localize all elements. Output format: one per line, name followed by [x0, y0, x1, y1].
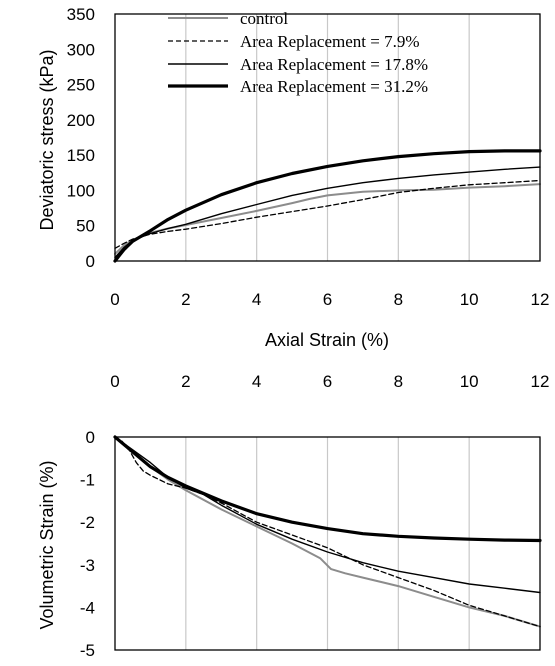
bottom-y-axis-title: Volumetric Strain (%)	[37, 460, 57, 629]
x-tick-label: 12	[531, 290, 550, 309]
top-x-axis-title: Axial Strain (%)	[265, 330, 389, 350]
top-y-axis-title: Deviatoric stress (kPa)	[37, 49, 57, 230]
top-y-tick-labels: 0 50 100 150 200 250 300 350	[67, 5, 95, 271]
y-tick-label: 0	[86, 252, 95, 271]
top-x-tick-labels: 0 2 4 6 8 10 12	[110, 290, 549, 309]
legend-label: Area Replacement = 7.9%	[240, 32, 420, 51]
x-tick-label: 6	[323, 290, 332, 309]
x-tick-label: 8	[394, 372, 403, 391]
volumetric-strain-chart: 0 2 4 6 8 10 12 0 -1 -2 -3 -4 -5 Volumetric Strain …	[37, 372, 549, 660]
y-tick-label: -5	[80, 641, 95, 660]
deviatoric-stress-chart: 0 2 4 6 8 10 12 0 50 100 150 200 250 300 350 Axial St…	[37, 5, 549, 350]
top-grid	[185, 14, 470, 261]
y-tick-label: -3	[80, 556, 95, 575]
series-line	[114, 436, 541, 628]
legend: control Area Replacement = 7.9% Area Repla…	[168, 9, 428, 96]
top-series-lines	[113, 149, 542, 263]
y-tick-label: 250	[67, 76, 95, 95]
y-tick-label: 150	[67, 146, 95, 165]
x-tick-label: 4	[252, 290, 261, 309]
y-tick-label: -1	[80, 471, 95, 490]
legend-label: Area Replacement = 17.8%	[240, 55, 428, 74]
top-plot-frame	[114, 13, 541, 262]
bottom-grid	[185, 437, 470, 650]
series-line	[114, 436, 541, 594]
series-line	[113, 149, 542, 263]
x-tick-label: 6	[323, 372, 332, 391]
legend-label: Area Replacement = 31.2%	[240, 77, 428, 96]
y-tick-label: 350	[67, 5, 95, 24]
y-tick-label: 100	[67, 181, 95, 200]
y-tick-label: 200	[67, 111, 95, 130]
x-tick-label: 8	[394, 290, 403, 309]
x-tick-label: 10	[460, 290, 479, 309]
x-tick-label: 2	[181, 290, 190, 309]
x-tick-label: 0	[110, 372, 119, 391]
x-tick-label: 0	[110, 290, 119, 309]
bottom-x-tick-labels: 0 2 4 6 8 10 12	[110, 372, 549, 391]
y-tick-label: 0	[86, 428, 95, 447]
x-tick-label: 2	[181, 372, 190, 391]
series-line	[113, 435, 542, 543]
bottom-y-tick-labels: 0 -1 -2 -3 -4 -5	[80, 428, 95, 660]
bottom-plot-frame	[114, 436, 541, 651]
y-tick-label: 50	[76, 217, 95, 236]
y-tick-label: 300	[67, 40, 95, 59]
bottom-series-lines	[113, 435, 542, 628]
y-tick-label: -4	[80, 598, 95, 617]
x-tick-label: 4	[252, 372, 261, 391]
x-tick-label: 12	[531, 372, 550, 391]
x-tick-label: 10	[460, 372, 479, 391]
legend-label: control	[240, 9, 288, 28]
y-tick-label: -2	[80, 513, 95, 532]
